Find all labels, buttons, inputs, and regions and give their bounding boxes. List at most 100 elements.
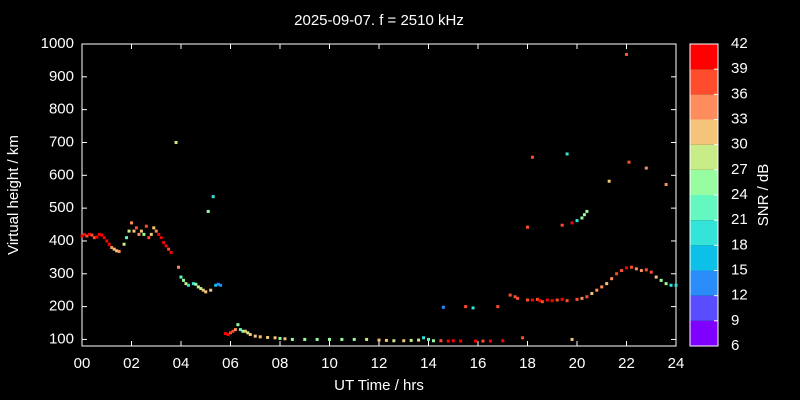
data-point [582, 213, 586, 217]
colorbar-tick-label: 27 [731, 161, 748, 178]
data-point [488, 339, 492, 343]
colorbar-band [690, 270, 718, 296]
data-point [199, 287, 203, 291]
data-point [117, 249, 121, 253]
data-point [459, 339, 463, 343]
data-point [627, 160, 631, 164]
data-point [535, 297, 539, 301]
y-tick-label: 600 [49, 166, 74, 183]
colorbar-tick-label: 42 [731, 35, 748, 52]
data-point [674, 283, 678, 287]
data-point [585, 209, 589, 213]
colorbar-tick-label: 33 [731, 110, 748, 127]
data-point [201, 288, 205, 292]
y-tick-label: 500 [49, 199, 74, 216]
data-point [102, 236, 106, 240]
data-point [513, 295, 517, 299]
data-point [555, 298, 559, 302]
data-point [92, 236, 96, 240]
data-point [590, 291, 594, 295]
data-point [253, 334, 257, 338]
colorbar-band [690, 44, 718, 70]
data-point [664, 282, 668, 286]
colorbar-tick-label: 21 [731, 211, 748, 228]
data-point [431, 339, 435, 343]
data-point [560, 297, 564, 301]
data-point [162, 241, 166, 245]
data-point [585, 295, 589, 299]
data-point [181, 278, 185, 282]
data-point [127, 229, 131, 233]
data-point [625, 266, 628, 270]
x-tick-label: 10 [321, 355, 338, 372]
data-point [206, 209, 210, 213]
colorbar-tick-label: 6 [731, 337, 739, 354]
x-axis-label: UT Time / hrs [334, 377, 424, 394]
colorbar-band [690, 320, 718, 346]
data-point [550, 299, 554, 303]
data-point [105, 239, 109, 243]
colorbar-tick-label: 9 [731, 312, 739, 329]
data-point [439, 339, 443, 343]
data-point [392, 339, 396, 343]
data-point [575, 219, 579, 223]
data-point [191, 282, 195, 286]
x-tick-label: 24 [668, 355, 685, 372]
data-point [340, 337, 344, 341]
y-tick-label: 100 [49, 330, 74, 347]
data-point [496, 305, 500, 309]
data-point [85, 234, 89, 238]
data-point [615, 272, 619, 276]
data-point [501, 339, 505, 343]
data-point [142, 232, 146, 236]
data-point [122, 242, 126, 246]
colorbar-tick-label: 30 [731, 136, 748, 153]
data-point [565, 299, 569, 303]
data-point [644, 268, 648, 272]
data-point [154, 229, 158, 233]
data-point [384, 338, 388, 342]
data-point [216, 282, 220, 286]
data-point [530, 155, 534, 159]
data-point [303, 337, 307, 341]
data-point [95, 235, 99, 239]
data-point [629, 265, 633, 269]
data-point [471, 306, 475, 310]
data-point [152, 226, 156, 230]
data-point [97, 232, 101, 236]
data-point [194, 282, 198, 286]
x-tick-label: 14 [420, 355, 437, 372]
data-point [464, 305, 468, 309]
data-point [575, 297, 579, 301]
data-point [669, 283, 673, 287]
data-point [236, 323, 240, 327]
data-point [540, 300, 544, 304]
data-point [654, 275, 658, 279]
x-tick-label: 12 [371, 355, 388, 372]
data-point [570, 337, 574, 341]
data-point [580, 296, 584, 300]
data-point [177, 265, 181, 269]
data-point [87, 232, 91, 236]
colorbar-band [690, 169, 718, 195]
colorbar-band [690, 195, 718, 221]
data-point [248, 333, 252, 337]
y-tick-label: 700 [49, 133, 74, 150]
data-point [157, 232, 161, 236]
data-point [427, 337, 430, 341]
data-point [174, 140, 178, 144]
colorbar-band [690, 69, 718, 95]
data-point [147, 236, 151, 240]
x-tick-label: 08 [272, 355, 289, 372]
data-point [115, 249, 119, 253]
x-tick-label: 20 [569, 355, 586, 372]
colorbar-band [690, 94, 718, 120]
data-point [226, 333, 230, 337]
y-tick-label: 1000 [41, 35, 74, 52]
data-point [377, 338, 381, 342]
data-point [409, 338, 413, 342]
x-tick-label: 04 [173, 355, 190, 372]
data-point [90, 233, 94, 237]
